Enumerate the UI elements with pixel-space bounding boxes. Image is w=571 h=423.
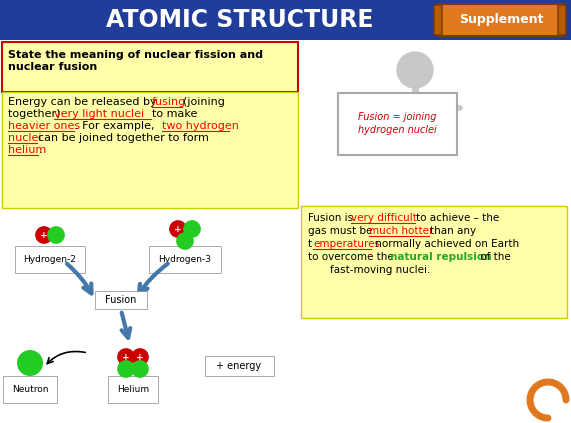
Text: of the: of the xyxy=(477,252,510,262)
Text: emperatures: emperatures xyxy=(313,239,380,249)
Circle shape xyxy=(183,220,201,238)
FancyBboxPatch shape xyxy=(558,5,566,35)
Text: Neutron: Neutron xyxy=(12,385,49,394)
Text: ATOMIC STRUCTURE: ATOMIC STRUCTURE xyxy=(106,8,374,32)
FancyBboxPatch shape xyxy=(2,42,298,92)
FancyBboxPatch shape xyxy=(301,206,567,318)
Text: gas must be: gas must be xyxy=(308,226,376,236)
Text: to make: to make xyxy=(152,109,198,119)
Text: Hydrogen-2: Hydrogen-2 xyxy=(23,255,77,264)
Text: helium: helium xyxy=(8,145,46,155)
Text: hydrogen nuclei: hydrogen nuclei xyxy=(357,125,436,135)
Circle shape xyxy=(47,226,65,244)
Text: can be joined together to form: can be joined together to form xyxy=(38,133,209,143)
Text: +: + xyxy=(122,352,130,362)
Text: . For example,: . For example, xyxy=(75,121,158,131)
Text: together): together) xyxy=(8,109,64,119)
Circle shape xyxy=(35,226,53,244)
FancyBboxPatch shape xyxy=(0,0,571,40)
Circle shape xyxy=(17,350,43,376)
FancyBboxPatch shape xyxy=(2,92,298,208)
Text: two hydrogen: two hydrogen xyxy=(162,121,239,131)
FancyBboxPatch shape xyxy=(95,291,147,309)
Text: t: t xyxy=(308,239,312,249)
FancyBboxPatch shape xyxy=(338,93,457,155)
Text: Fusion: Fusion xyxy=(105,295,136,305)
Text: Fusion is: Fusion is xyxy=(308,213,356,223)
Circle shape xyxy=(397,52,433,88)
Text: +: + xyxy=(40,231,48,239)
Text: fusing: fusing xyxy=(152,97,186,107)
Text: nuclei: nuclei xyxy=(8,133,45,143)
Text: Fusion = joining: Fusion = joining xyxy=(358,112,436,122)
Text: natural repulsion: natural repulsion xyxy=(390,252,492,262)
Text: to overcome the: to overcome the xyxy=(308,252,397,262)
Text: Helium: Helium xyxy=(117,385,149,394)
Text: State the meaning of nuclear fission and: State the meaning of nuclear fission and xyxy=(8,50,263,60)
Text: heavier ones: heavier ones xyxy=(8,121,80,131)
Text: .: . xyxy=(39,145,43,155)
Text: normally achieved on Earth: normally achieved on Earth xyxy=(372,239,519,249)
Text: +: + xyxy=(136,352,144,362)
Circle shape xyxy=(131,360,149,378)
Text: fast-moving nuclei.: fast-moving nuclei. xyxy=(330,265,430,275)
Text: to achieve – the: to achieve – the xyxy=(416,213,499,223)
FancyBboxPatch shape xyxy=(0,40,571,423)
Text: very light nuclei: very light nuclei xyxy=(54,109,148,119)
Circle shape xyxy=(117,360,135,378)
Text: than any: than any xyxy=(430,226,476,236)
Circle shape xyxy=(117,348,135,366)
Circle shape xyxy=(176,232,194,250)
Text: Energy can be released by: Energy can be released by xyxy=(8,97,160,107)
Text: Supplement: Supplement xyxy=(459,14,543,27)
Text: nuclear fusion: nuclear fusion xyxy=(8,62,97,72)
Text: + energy: + energy xyxy=(216,361,262,371)
FancyBboxPatch shape xyxy=(205,356,274,376)
Text: (joining: (joining xyxy=(183,97,225,107)
Text: very difficult: very difficult xyxy=(351,213,420,223)
Text: Hydrogen-3: Hydrogen-3 xyxy=(159,255,211,264)
FancyBboxPatch shape xyxy=(434,5,442,35)
Text: +: + xyxy=(174,225,182,233)
Circle shape xyxy=(169,220,187,238)
FancyBboxPatch shape xyxy=(438,4,564,36)
Circle shape xyxy=(131,348,149,366)
Text: much hotter: much hotter xyxy=(369,226,437,236)
